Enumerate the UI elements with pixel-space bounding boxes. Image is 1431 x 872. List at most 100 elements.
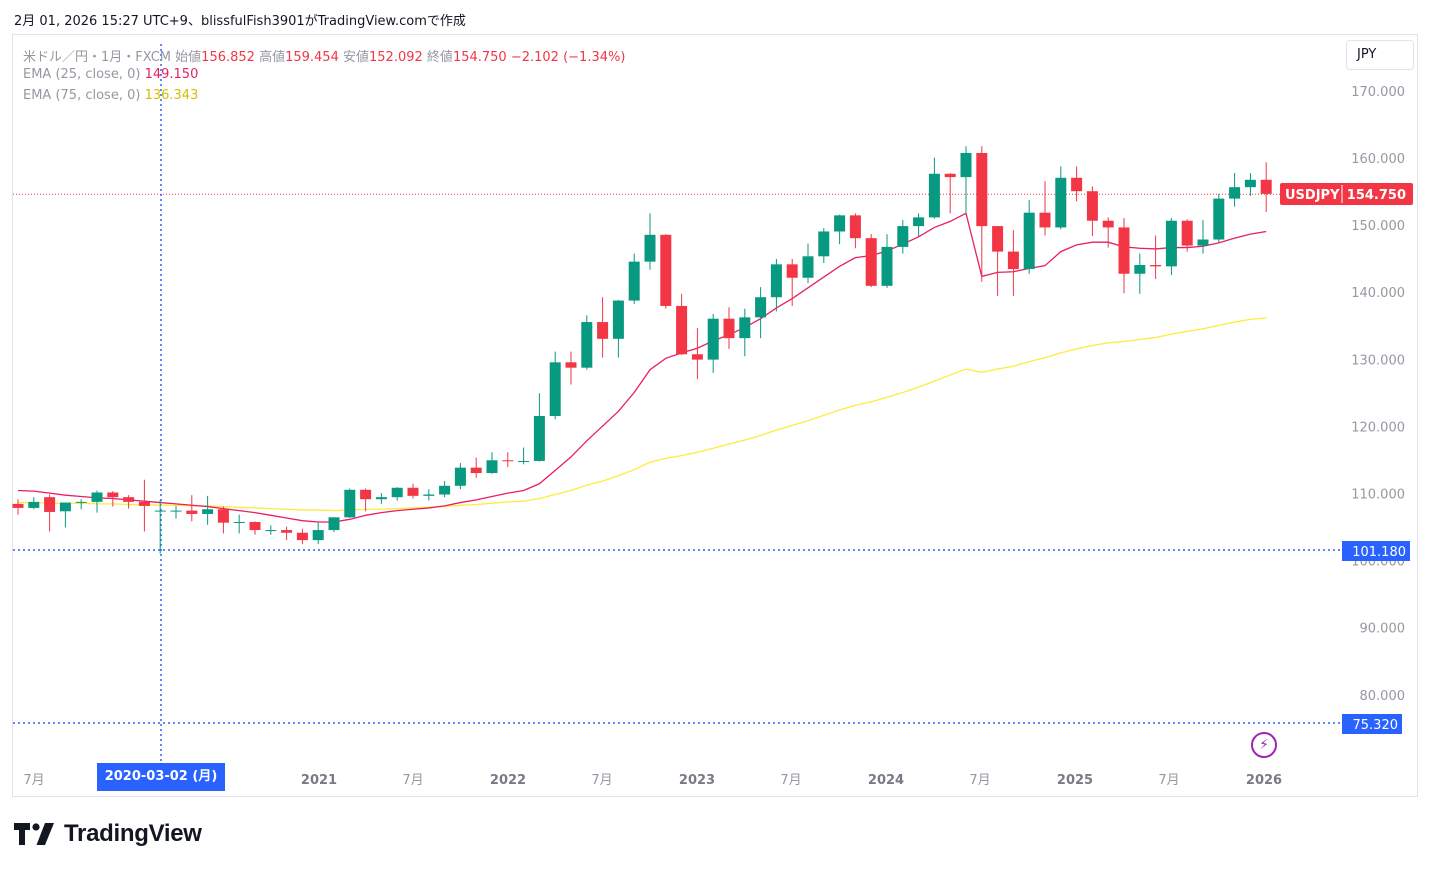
- candle-body[interactable]: [976, 152, 988, 227]
- candle-body[interactable]: [691, 354, 703, 360]
- candle-body[interactable]: [12, 503, 24, 508]
- candle-body[interactable]: [1134, 265, 1146, 274]
- candle-body[interactable]: [581, 322, 593, 368]
- candle-body[interactable]: [407, 487, 419, 496]
- candle-body[interactable]: [849, 215, 861, 239]
- candle-body[interactable]: [312, 530, 324, 541]
- candle-body[interactable]: [960, 152, 972, 178]
- candle-body[interactable]: [644, 234, 656, 262]
- candle-body[interactable]: [91, 492, 103, 502]
- brand-logo[interactable]: TradingView: [14, 820, 202, 848]
- candle-body[interactable]: [723, 318, 735, 339]
- candle-body[interactable]: [344, 489, 356, 518]
- candle-body[interactable]: [202, 509, 214, 514]
- candle-body[interactable]: [470, 467, 482, 474]
- candle-body[interactable]: [1165, 220, 1177, 267]
- candle-body[interactable]: [170, 510, 182, 512]
- candle-body[interactable]: [502, 460, 514, 462]
- candle-body[interactable]: [786, 264, 798, 278]
- candle-body[interactable]: [138, 501, 150, 506]
- chart-panel[interactable]: [12, 34, 1418, 797]
- candle-body[interactable]: [1213, 198, 1225, 240]
- candle-body[interactable]: [707, 318, 719, 360]
- candle-body[interactable]: [59, 502, 71, 512]
- ema75-label: EMA (75, close, 0): [23, 88, 141, 103]
- legend-ema75[interactable]: EMA (75, close, 0) 136.343: [23, 88, 198, 103]
- legend-high-label: 高値: [259, 50, 286, 65]
- candle-body[interactable]: [897, 226, 909, 247]
- x-axis-tick-label: 7月: [780, 773, 801, 788]
- candle-body[interactable]: [123, 497, 135, 502]
- candle-body[interactable]: [1102, 220, 1114, 228]
- x-axis-tick-label: 7月: [969, 773, 990, 788]
- candle-body[interactable]: [802, 256, 814, 278]
- candle-body[interactable]: [1086, 191, 1098, 221]
- last-price-value: 154.750: [1347, 188, 1406, 203]
- currency-button[interactable]: JPY: [1346, 40, 1414, 70]
- lightning-icon[interactable]: ⚡: [1251, 732, 1277, 758]
- y-axis-tick-label: 80.000: [1360, 689, 1406, 704]
- candle-body[interactable]: [1244, 179, 1256, 188]
- candle-body[interactable]: [296, 532, 308, 541]
- candle-body[interactable]: [28, 501, 40, 508]
- candle-body[interactable]: [755, 297, 767, 318]
- candle-body[interactable]: [360, 489, 372, 500]
- candle-body[interactable]: [881, 246, 893, 286]
- candle-body[interactable]: [439, 485, 451, 495]
- candle-body[interactable]: [992, 226, 1004, 252]
- candle-body[interactable]: [75, 501, 87, 503]
- candle-body[interactable]: [154, 510, 166, 512]
- candle-body[interactable]: [391, 487, 403, 498]
- candle-body[interactable]: [1071, 177, 1083, 192]
- legend-low-label: 安値: [343, 50, 370, 65]
- candle-body[interactable]: [217, 509, 229, 523]
- candle-body[interactable]: [612, 300, 624, 339]
- candle-body[interactable]: [865, 238, 877, 286]
- ema25-value: 149.150: [144, 67, 199, 82]
- candle-body[interactable]: [628, 261, 640, 301]
- candle-body[interactable]: [928, 173, 940, 218]
- candle-body[interactable]: [486, 460, 498, 474]
- legend-high: 159.454: [285, 50, 339, 65]
- candle-body[interactable]: [281, 530, 293, 533]
- candle-body[interactable]: [233, 522, 245, 524]
- candle-body[interactable]: [186, 510, 198, 514]
- candle-body[interactable]: [676, 305, 688, 355]
- candle-body[interactable]: [1260, 179, 1272, 194]
- candle-body[interactable]: [265, 530, 277, 532]
- candle-body[interactable]: [739, 317, 751, 339]
- candle-body[interactable]: [549, 362, 561, 416]
- candle-body[interactable]: [1039, 212, 1051, 228]
- candle-body[interactable]: [1023, 212, 1035, 270]
- y-axis-tick-label: 110.000: [1351, 488, 1405, 503]
- candle-body[interactable]: [1055, 177, 1067, 228]
- candle-body[interactable]: [375, 497, 387, 500]
- candle-body[interactable]: [944, 173, 956, 178]
- candle-body[interactable]: [107, 492, 119, 498]
- candle-body[interactable]: [818, 231, 830, 257]
- candle-body[interactable]: [834, 215, 846, 232]
- legend-ema25[interactable]: EMA (25, close, 0) 149.150: [23, 67, 198, 82]
- chart-caption: 2月 01, 2026 15:27 UTC+9、blissfulFish3901…: [14, 14, 466, 29]
- candle-body[interactable]: [660, 234, 672, 306]
- candle-body[interactable]: [1118, 227, 1130, 274]
- candle-body[interactable]: [1229, 187, 1241, 199]
- x-axis-tick-label: 7月: [402, 773, 423, 788]
- candle-body[interactable]: [44, 497, 56, 512]
- candle-body[interactable]: [1181, 220, 1193, 246]
- candle-body[interactable]: [454, 467, 466, 486]
- candle-body[interactable]: [597, 322, 609, 339]
- legend-symbol[interactable]: 米ドル／円・1月・FXCM: [23, 50, 172, 65]
- candle-body[interactable]: [913, 217, 925, 227]
- candle-body[interactable]: [770, 264, 782, 298]
- candle-body[interactable]: [565, 362, 577, 368]
- candle-body[interactable]: [249, 522, 261, 531]
- candle-body[interactable]: [518, 460, 530, 462]
- candle-body[interactable]: [533, 415, 545, 461]
- candle-body[interactable]: [423, 494, 435, 496]
- candle-body[interactable]: [1197, 239, 1209, 246]
- candle-body[interactable]: [328, 517, 340, 531]
- candle-body[interactable]: [1150, 265, 1162, 267]
- candle-body[interactable]: [1007, 251, 1019, 270]
